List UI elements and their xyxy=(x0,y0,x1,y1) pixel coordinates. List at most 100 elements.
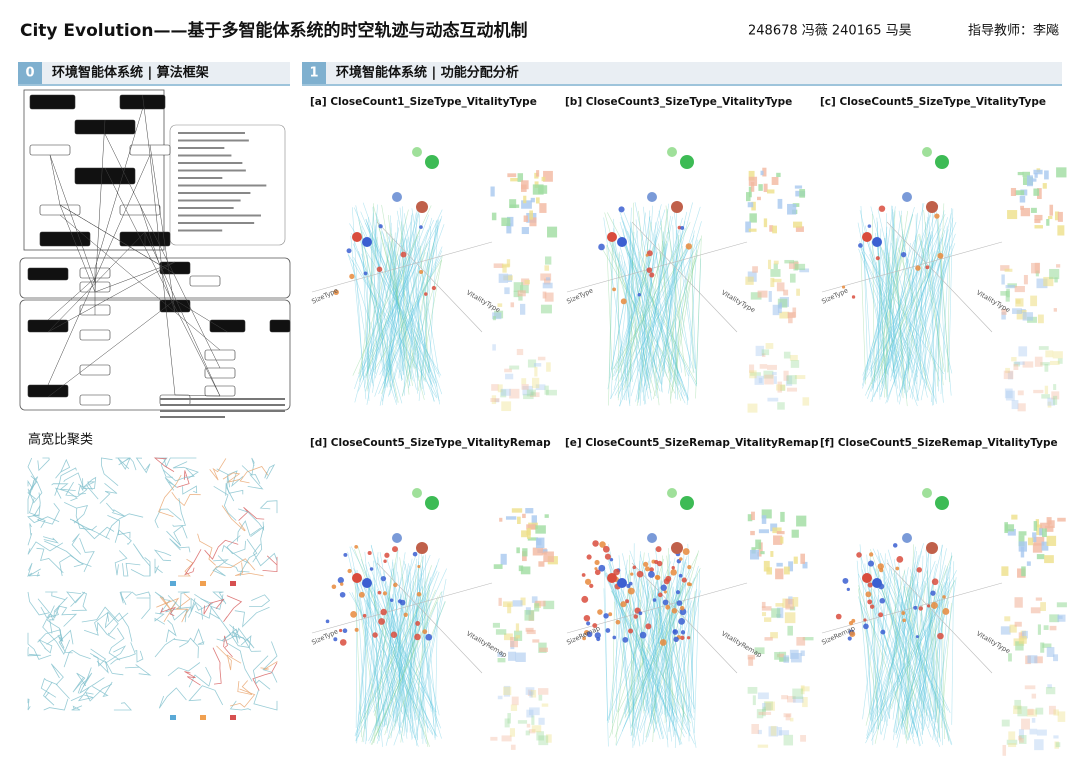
diagram-link xyxy=(149,154,176,396)
street xyxy=(71,591,88,611)
flow-line xyxy=(647,552,679,723)
street xyxy=(153,549,172,562)
flow-line xyxy=(386,595,428,728)
flow-line xyxy=(636,208,669,406)
parcel xyxy=(1030,295,1038,307)
flow-line xyxy=(382,238,403,406)
flow-line xyxy=(626,252,697,387)
flow-line xyxy=(631,584,695,721)
diagram-link xyxy=(47,154,151,386)
street xyxy=(29,492,41,517)
street xyxy=(105,611,119,636)
node-dot xyxy=(581,573,586,577)
parcel xyxy=(747,514,753,522)
flow-line xyxy=(645,550,699,738)
diagram-link xyxy=(104,133,221,369)
node-dot xyxy=(645,623,652,630)
node-dot xyxy=(333,289,339,296)
parcel xyxy=(761,601,766,608)
node xyxy=(872,237,882,247)
parcel xyxy=(509,728,515,737)
parcel xyxy=(755,345,765,357)
parcel xyxy=(1003,370,1014,380)
diagram-box xyxy=(79,364,111,376)
flow-line xyxy=(861,251,931,392)
node xyxy=(926,201,938,213)
parcel xyxy=(539,647,549,652)
parcel xyxy=(492,344,496,351)
flow-line xyxy=(884,237,901,393)
flow-line xyxy=(374,560,442,729)
parcel xyxy=(783,566,790,575)
flow-line xyxy=(887,223,895,397)
note-line xyxy=(178,139,249,142)
flow-line xyxy=(416,577,431,746)
street xyxy=(38,639,53,654)
node-dot xyxy=(937,252,944,259)
parcel xyxy=(776,562,783,567)
parcel xyxy=(802,561,808,569)
parcel xyxy=(515,635,521,639)
flow-line xyxy=(416,584,429,709)
node-dot xyxy=(367,550,372,556)
parcel xyxy=(1017,171,1024,176)
flow-line xyxy=(907,258,940,382)
flow-line xyxy=(891,580,926,710)
parcel xyxy=(763,183,768,193)
flow-line xyxy=(390,240,405,376)
parcel xyxy=(1009,624,1017,633)
parcel xyxy=(783,370,789,381)
caption-line xyxy=(160,410,285,412)
parcel xyxy=(1007,528,1016,536)
node-dot xyxy=(679,557,683,561)
flow-line xyxy=(388,601,446,740)
street xyxy=(163,457,197,468)
parcel xyxy=(527,359,537,368)
flow-line xyxy=(434,601,438,740)
parcel xyxy=(504,368,512,373)
parcel xyxy=(1034,214,1043,221)
flow-line xyxy=(617,580,669,717)
flow-line xyxy=(610,590,687,735)
flow-line xyxy=(602,568,685,738)
node xyxy=(935,155,949,169)
node xyxy=(671,542,683,554)
parcel xyxy=(1031,693,1037,699)
parcel xyxy=(1005,367,1010,374)
flow-line xyxy=(911,258,933,400)
flow-line xyxy=(676,245,683,385)
flow-line xyxy=(606,245,613,380)
note-frame xyxy=(169,124,286,246)
node-dot xyxy=(849,631,856,638)
parcel xyxy=(1004,616,1011,622)
flow-line xyxy=(387,597,420,711)
parcel xyxy=(524,279,530,285)
parcel xyxy=(1021,566,1026,577)
flow-line xyxy=(947,254,950,373)
flow-line xyxy=(628,574,635,738)
parcel xyxy=(770,277,775,288)
flow-line xyxy=(352,259,374,387)
parcel xyxy=(521,378,527,385)
flow-line xyxy=(664,586,674,715)
parcel xyxy=(1035,270,1039,277)
flow-line xyxy=(407,242,435,380)
flow-line xyxy=(618,247,690,395)
parcel xyxy=(1045,686,1056,695)
street xyxy=(71,705,83,711)
flow-line xyxy=(381,217,433,402)
flow-line xyxy=(374,229,392,376)
flow-line xyxy=(883,587,913,741)
parcel xyxy=(761,353,766,358)
flow-line xyxy=(381,558,413,724)
flow-line xyxy=(859,544,874,726)
parcel xyxy=(761,509,772,519)
flow-line xyxy=(879,590,949,711)
flow-line xyxy=(883,210,908,374)
flow-line xyxy=(932,577,957,740)
parcel xyxy=(492,316,496,321)
node-dot xyxy=(867,599,873,605)
parcel xyxy=(535,384,546,391)
flow-line xyxy=(351,232,403,380)
street xyxy=(160,606,177,616)
